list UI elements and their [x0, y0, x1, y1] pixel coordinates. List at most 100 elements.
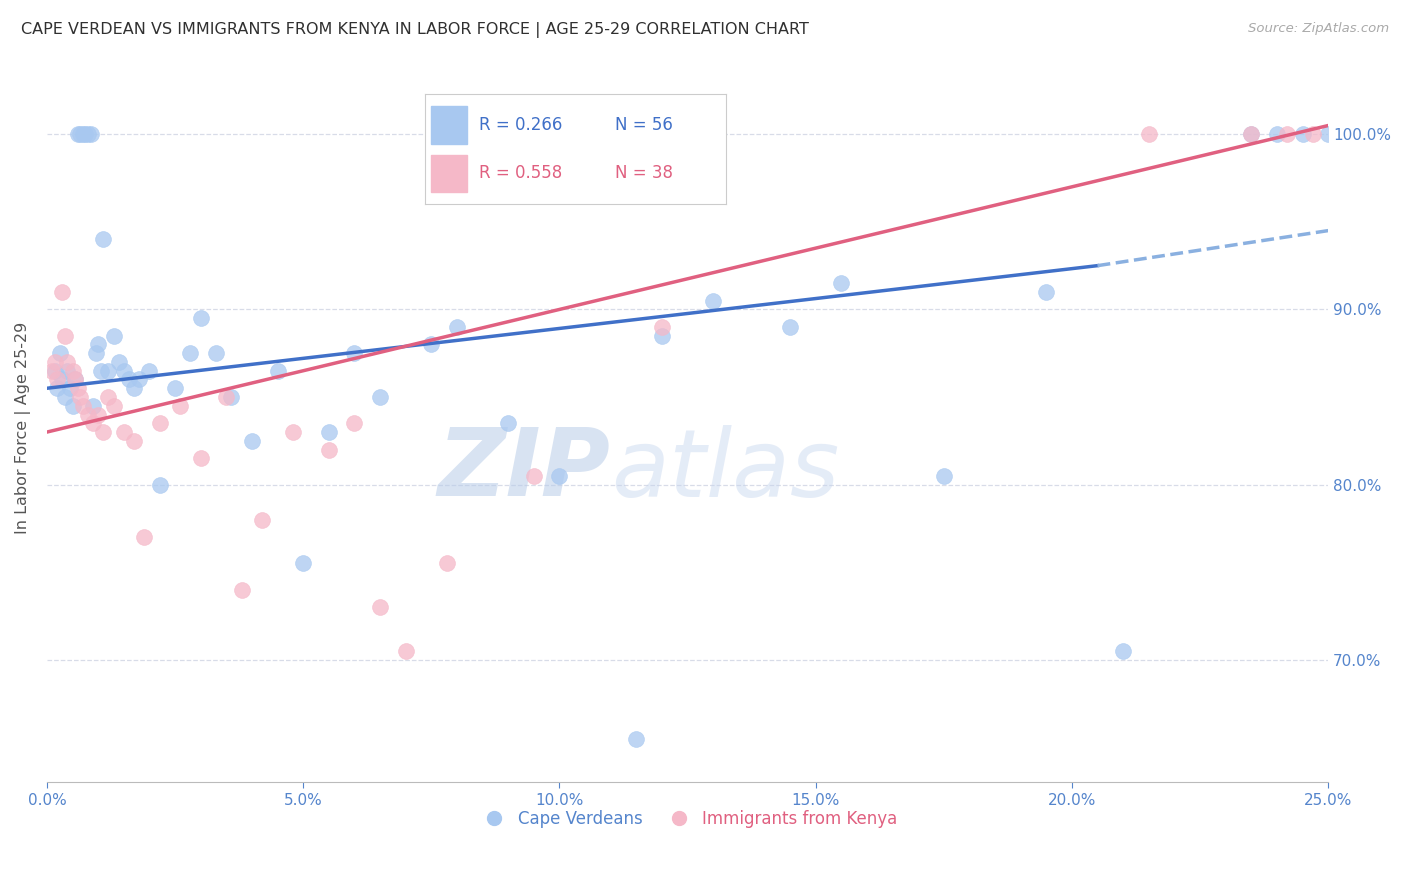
- Point: [87, 337, 110, 351]
- Point: [420, 337, 443, 351]
- Y-axis label: In Labor Force | Age 25-29: In Labor Force | Age 25-29: [15, 321, 31, 533]
- Point: [651, 328, 673, 343]
- Point: [69, 390, 91, 404]
- Point: [205, 346, 228, 360]
- Point: [122, 434, 145, 448]
- Point: [112, 425, 135, 439]
- Point: [82, 399, 104, 413]
- Point: [1275, 128, 1298, 142]
- Point: [523, 468, 546, 483]
- Legend: Cape Verdeans, Immigrants from Kenya: Cape Verdeans, Immigrants from Kenya: [471, 803, 904, 834]
- Point: [82, 417, 104, 431]
- Point: [1265, 128, 1288, 142]
- Point: [1035, 285, 1057, 299]
- Point: [1317, 128, 1340, 142]
- Point: [84, 346, 107, 360]
- Point: [66, 128, 89, 142]
- Point: [1137, 128, 1160, 142]
- Point: [1240, 128, 1263, 142]
- Point: [134, 530, 156, 544]
- Point: [368, 600, 391, 615]
- Point: [1291, 128, 1313, 142]
- Point: [93, 425, 115, 439]
- Point: [97, 364, 120, 378]
- Point: [149, 417, 172, 431]
- Point: [368, 390, 391, 404]
- Point: [626, 731, 648, 746]
- Point: [46, 381, 69, 395]
- Point: [63, 372, 86, 386]
- Point: [702, 293, 724, 308]
- Point: [56, 355, 79, 369]
- Point: [548, 468, 571, 483]
- Point: [830, 276, 852, 290]
- Text: Source: ZipAtlas.com: Source: ZipAtlas.com: [1249, 22, 1389, 36]
- Point: [395, 644, 418, 658]
- Point: [103, 328, 125, 343]
- Point: [77, 408, 100, 422]
- Point: [49, 346, 72, 360]
- Point: [190, 451, 212, 466]
- Point: [75, 128, 97, 142]
- Point: [281, 425, 304, 439]
- Point: [651, 320, 673, 334]
- Point: [1240, 128, 1263, 142]
- Point: [1112, 644, 1135, 658]
- Point: [318, 442, 340, 457]
- Point: [53, 390, 76, 404]
- Point: [87, 408, 110, 422]
- Point: [63, 372, 86, 386]
- Point: [77, 128, 100, 142]
- Point: [46, 372, 69, 386]
- Point: [318, 425, 340, 439]
- Point: [97, 390, 120, 404]
- Point: [122, 381, 145, 395]
- Point: [496, 417, 519, 431]
- Point: [53, 328, 76, 343]
- Point: [107, 355, 129, 369]
- Point: [128, 372, 150, 386]
- Point: [215, 390, 238, 404]
- Point: [79, 128, 101, 142]
- Point: [103, 399, 125, 413]
- Point: [138, 364, 160, 378]
- Point: [343, 417, 366, 431]
- Point: [436, 557, 458, 571]
- Point: [231, 582, 253, 597]
- Point: [72, 399, 94, 413]
- Point: [190, 311, 212, 326]
- Text: atlas: atlas: [610, 425, 839, 516]
- Point: [343, 346, 366, 360]
- Point: [44, 364, 66, 378]
- Point: [240, 434, 263, 448]
- Point: [69, 128, 91, 142]
- Point: [51, 372, 73, 386]
- Point: [779, 320, 801, 334]
- Point: [56, 364, 79, 378]
- Point: [1302, 128, 1324, 142]
- Text: ZIP: ZIP: [437, 425, 610, 516]
- Point: [250, 513, 273, 527]
- Point: [266, 364, 288, 378]
- Point: [446, 320, 468, 334]
- Point: [118, 372, 141, 386]
- Point: [51, 285, 73, 299]
- Point: [90, 364, 112, 378]
- Point: [62, 399, 84, 413]
- Point: [221, 390, 243, 404]
- Point: [66, 381, 89, 395]
- Point: [112, 364, 135, 378]
- Point: [179, 346, 201, 360]
- Point: [62, 364, 84, 378]
- Point: [165, 381, 187, 395]
- Point: [93, 232, 115, 246]
- Point: [59, 381, 82, 395]
- Point: [292, 557, 315, 571]
- Point: [72, 128, 94, 142]
- Point: [149, 477, 172, 491]
- Point: [169, 399, 191, 413]
- Point: [41, 364, 63, 378]
- Text: CAPE VERDEAN VS IMMIGRANTS FROM KENYA IN LABOR FORCE | AGE 25-29 CORRELATION CHA: CAPE VERDEAN VS IMMIGRANTS FROM KENYA IN…: [21, 22, 808, 38]
- Point: [932, 468, 955, 483]
- Point: [44, 355, 66, 369]
